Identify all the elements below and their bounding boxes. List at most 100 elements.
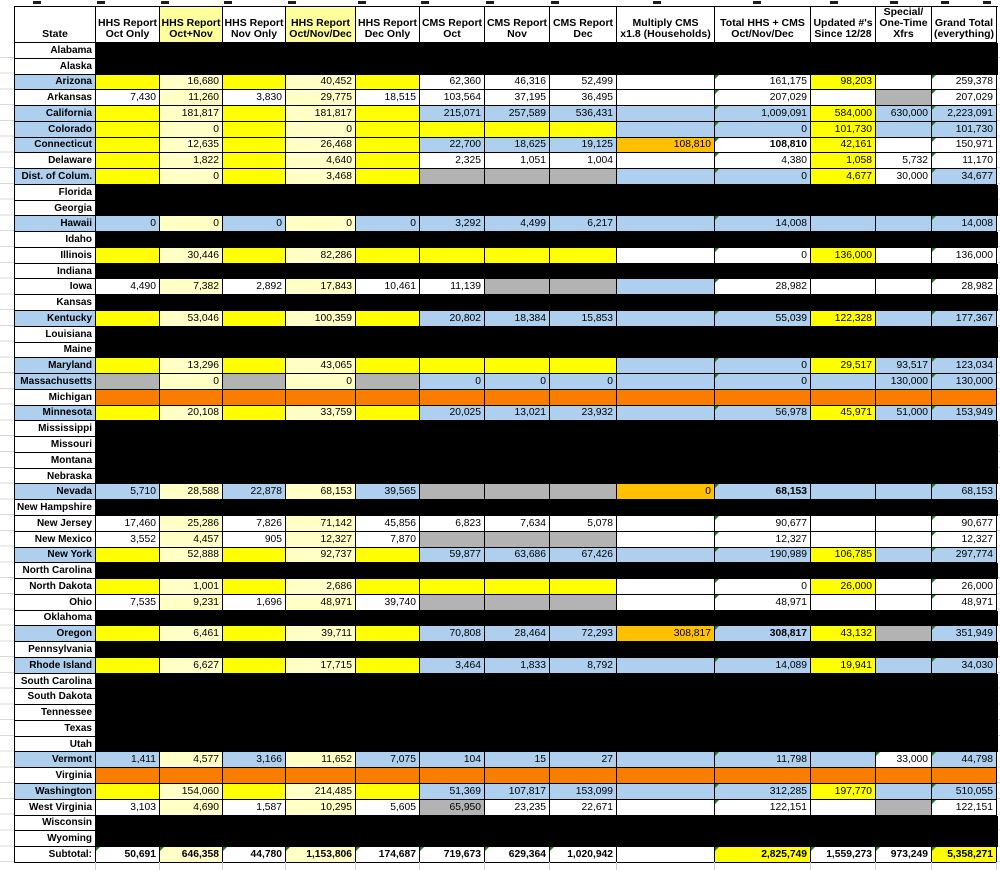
cell-west-virginia-cms-nov[interactable]: 23,235 (485, 799, 550, 816)
cell-vermont-multiply-cms[interactable] (617, 752, 715, 769)
cell-new-mexico-hhs-oct-nov[interactable]: 4,457 (160, 531, 223, 548)
state-cell-ohio[interactable]: Ohio (15, 594, 96, 611)
cell-delaware-special-xfrs[interactable]: 5,732 (876, 153, 932, 170)
cell-new-york-hhs-dec-only[interactable] (356, 547, 420, 564)
cell-north-dakota-hhs-oct-nov-dec[interactable]: 2,686 (286, 579, 356, 595)
cell-minnesota-total-hhs-cms[interactable]: 56,978 (715, 405, 811, 422)
state-cell-arkansas[interactable]: Arkansas (15, 90, 96, 107)
cell-virginia-hhs-oct-only[interactable] (96, 768, 160, 784)
cell-virginia-total-hhs-cms[interactable] (715, 768, 811, 784)
cell-delaware-grand-total[interactable]: 11,170 (932, 153, 997, 170)
cell-virginia-multiply-cms[interactable] (617, 768, 715, 784)
state-cell-oklahoma[interactable]: Oklahoma (15, 610, 96, 627)
cell-hawaii-cms-oct[interactable]: 3,292 (420, 216, 485, 233)
cell-iowa-hhs-oct-only[interactable]: 4,490 (96, 279, 160, 296)
cell-connecticut-total-hhs-cms[interactable]: 108,810 (715, 137, 811, 154)
cell-massachusetts-cms-dec[interactable]: 0 (550, 374, 617, 390)
cell-hawaii-multiply-cms[interactable] (617, 216, 715, 233)
cell-dist-of-colum-special-xfrs[interactable]: 30,000 (876, 169, 932, 185)
cell-arizona-cms-dec[interactable]: 52,499 (550, 74, 617, 91)
cell-dist-of-colum-cms-dec[interactable] (550, 169, 617, 185)
cell-ohio-total-hhs-cms[interactable]: 48,971 (715, 594, 811, 611)
cell-delaware-updated[interactable]: 1,058 (811, 153, 876, 170)
cell-massachusetts-total-hhs-cms[interactable]: 0 (715, 374, 811, 390)
cell-new-york-cms-dec[interactable]: 67,426 (550, 547, 617, 564)
cell-arizona-cms-oct[interactable]: 62,360 (420, 74, 485, 91)
cell-new-york-cms-nov[interactable]: 63,686 (485, 547, 550, 564)
state-cell-massachusetts[interactable]: Massachusetts (15, 374, 96, 390)
cell-rhode-island-cms-oct[interactable]: 3,464 (420, 657, 485, 674)
cell-new-jersey-updated[interactable] (811, 515, 876, 532)
cell-maryland-cms-dec[interactable] (550, 358, 617, 375)
cell-michigan-special-xfrs[interactable] (876, 389, 932, 406)
cell-michigan-hhs-oct-nov-dec[interactable] (286, 389, 356, 406)
state-cell-rhode-island[interactable]: Rhode Island (15, 657, 96, 674)
cell-oregon-updated[interactable]: 43,132 (811, 626, 876, 643)
cell-minnesota-cms-nov[interactable]: 13,021 (485, 405, 550, 422)
cell-colorado-total-hhs-cms[interactable]: 0 (715, 121, 811, 138)
cell-maryland-hhs-dec-only[interactable] (356, 358, 420, 375)
cell-vermont-hhs-nov-only[interactable]: 3,166 (223, 752, 286, 769)
cell-washington-hhs-nov-only[interactable] (223, 783, 286, 800)
state-cell-wisconsin[interactable]: Wisconsin (15, 815, 96, 832)
cell-new-mexico-special-xfrs[interactable] (876, 531, 932, 548)
cell-kentucky-hhs-oct-nov[interactable]: 53,046 (160, 311, 223, 327)
cell-vermont-special-xfrs[interactable]: 33,000 (876, 752, 932, 769)
cell-north-dakota-grand-total[interactable]: 26,000 (932, 579, 997, 595)
cell-oregon-cms-dec[interactable]: 72,293 (550, 626, 617, 643)
cell-illinois-multiply-cms[interactable] (617, 247, 715, 264)
cell-minnesota-special-xfrs[interactable]: 51,000 (876, 405, 932, 422)
cell-massachusetts-multiply-cms[interactable] (617, 374, 715, 390)
cell-washington-hhs-oct-only[interactable] (96, 783, 160, 800)
cell-minnesota-cms-dec[interactable]: 23,932 (550, 405, 617, 422)
cell-maryland-total-hhs-cms[interactable]: 0 (715, 358, 811, 375)
cell-rhode-island-updated[interactable]: 19,941 (811, 657, 876, 674)
column-header-multiply-cms[interactable]: Multiply CMS x1.8 (Households) (617, 7, 715, 43)
cell-iowa-hhs-dec-only[interactable]: 10,461 (356, 279, 420, 296)
state-cell-kansas[interactable]: Kansas (15, 295, 96, 312)
cell-rhode-island-hhs-nov-only[interactable] (223, 657, 286, 674)
state-cell-north-carolina[interactable]: North Carolina (15, 563, 96, 580)
cell-arkansas-special-xfrs[interactable] (876, 90, 932, 107)
cell-michigan-cms-dec[interactable] (550, 389, 617, 406)
state-cell-utah[interactable]: Utah (15, 736, 96, 753)
cell-minnesota-hhs-oct-only[interactable] (96, 405, 160, 422)
empty-row-black-span[interactable] (96, 437, 998, 453)
cell-arkansas-hhs-nov-only[interactable]: 3,830 (223, 90, 286, 107)
cell-new-jersey-multiply-cms[interactable] (617, 515, 715, 532)
empty-row-black-span[interactable] (96, 200, 998, 217)
cell-iowa-special-xfrs[interactable] (876, 279, 932, 296)
cell-illinois-total-hhs-cms[interactable]: 0 (715, 247, 811, 264)
state-cell-west-virginia[interactable]: West Virginia (15, 799, 96, 816)
cell-michigan-cms-nov[interactable] (485, 389, 550, 406)
state-cell-florida[interactable]: Florida (15, 184, 96, 201)
cell-delaware-cms-dec[interactable]: 1,004 (550, 153, 617, 170)
cell-vermont-hhs-oct-only[interactable]: 1,411 (96, 752, 160, 769)
cell-massachusetts-special-xfrs[interactable]: 130,000 (876, 374, 932, 390)
cell-california-hhs-nov-only[interactable] (223, 106, 286, 122)
cell-minnesota-hhs-oct-nov[interactable]: 20,108 (160, 405, 223, 422)
state-cell-new-york[interactable]: New York (15, 547, 96, 564)
state-cell-indiana[interactable]: Indiana (15, 263, 96, 280)
state-cell-new-hampshire[interactable]: New Hampshire (15, 500, 96, 516)
cell-michigan-updated[interactable] (811, 389, 876, 406)
cell-maryland-updated[interactable]: 29,517 (811, 358, 876, 375)
cell-rhode-island-total-hhs-cms[interactable]: 14,089 (715, 657, 811, 674)
cell-hawaii-cms-nov[interactable]: 4,499 (485, 216, 550, 233)
cell-north-dakota-hhs-dec-only[interactable] (356, 579, 420, 595)
state-cell-michigan[interactable]: Michigan (15, 389, 96, 406)
cell-maryland-hhs-oct-nov[interactable]: 13,296 (160, 358, 223, 375)
cell-washington-cms-oct[interactable]: 51,369 (420, 783, 485, 800)
cell-new-jersey-hhs-oct-nov-dec[interactable]: 71,142 (286, 515, 356, 532)
cell-colorado-hhs-dec-only[interactable] (356, 121, 420, 138)
cell-colorado-cms-dec[interactable] (550, 121, 617, 138)
cell-west-virginia-grand-total[interactable]: 122,151 (932, 799, 997, 816)
state-cell-iowa[interactable]: Iowa (15, 279, 96, 296)
cell-delaware-hhs-oct-nov-dec[interactable]: 4,640 (286, 153, 356, 170)
cell-delaware-total-hhs-cms[interactable]: 4,380 (715, 153, 811, 170)
cell-nevada-hhs-oct-only[interactable]: 5,710 (96, 484, 160, 501)
cell-new-mexico-total-hhs-cms[interactable]: 12,327 (715, 531, 811, 548)
cell-hawaii-special-xfrs[interactable] (876, 216, 932, 233)
cell-new-jersey-hhs-dec-only[interactable]: 45,856 (356, 515, 420, 532)
empty-row-black-span[interactable] (96, 815, 998, 832)
